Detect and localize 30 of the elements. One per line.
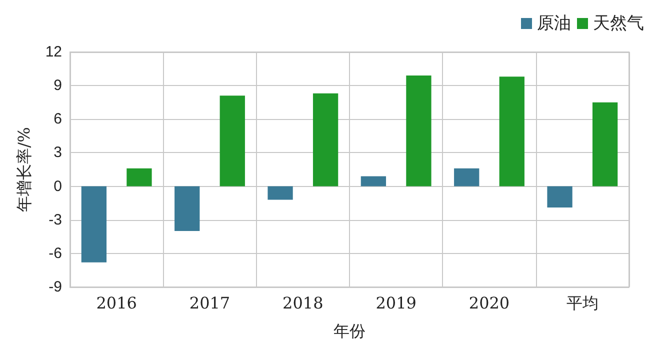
- y-tick-label: 3: [54, 144, 62, 162]
- bar: [406, 76, 432, 186]
- y-tick-label: 12: [45, 44, 62, 60]
- bar: [454, 168, 480, 186]
- bar: [592, 102, 618, 186]
- y-tick-label: -6: [48, 244, 62, 262]
- bar: [220, 96, 245, 186]
- y-tick-label: -9: [48, 278, 62, 296]
- bar: [360, 176, 386, 186]
- x-tick-label: 2019: [376, 294, 416, 312]
- x-axis-title: 年份: [334, 322, 366, 340]
- bar: [81, 186, 107, 262]
- x-tick-label: 2017: [189, 294, 230, 312]
- legend-label: 原油: [537, 14, 571, 34]
- bar: [312, 93, 338, 186]
- bar: [499, 76, 524, 186]
- y-axis-title: 年增长率/%: [14, 127, 34, 212]
- legend-label: 天然气: [593, 14, 644, 34]
- y-tick-label: -3: [48, 211, 62, 228]
- bar: [126, 168, 152, 186]
- x-tick-label: 2016: [96, 294, 137, 312]
- y-tick-label: 9: [54, 77, 62, 94]
- x-tick-label: 平均: [566, 294, 598, 312]
- bar: [268, 186, 293, 200]
- y-tick-label: 6: [54, 110, 62, 128]
- x-tick-label: 2020: [468, 294, 510, 312]
- bar: [174, 186, 200, 232]
- x-tick-label: 2018: [282, 294, 324, 312]
- y-tick-label: 0: [54, 178, 62, 195]
- bar: [547, 186, 572, 208]
